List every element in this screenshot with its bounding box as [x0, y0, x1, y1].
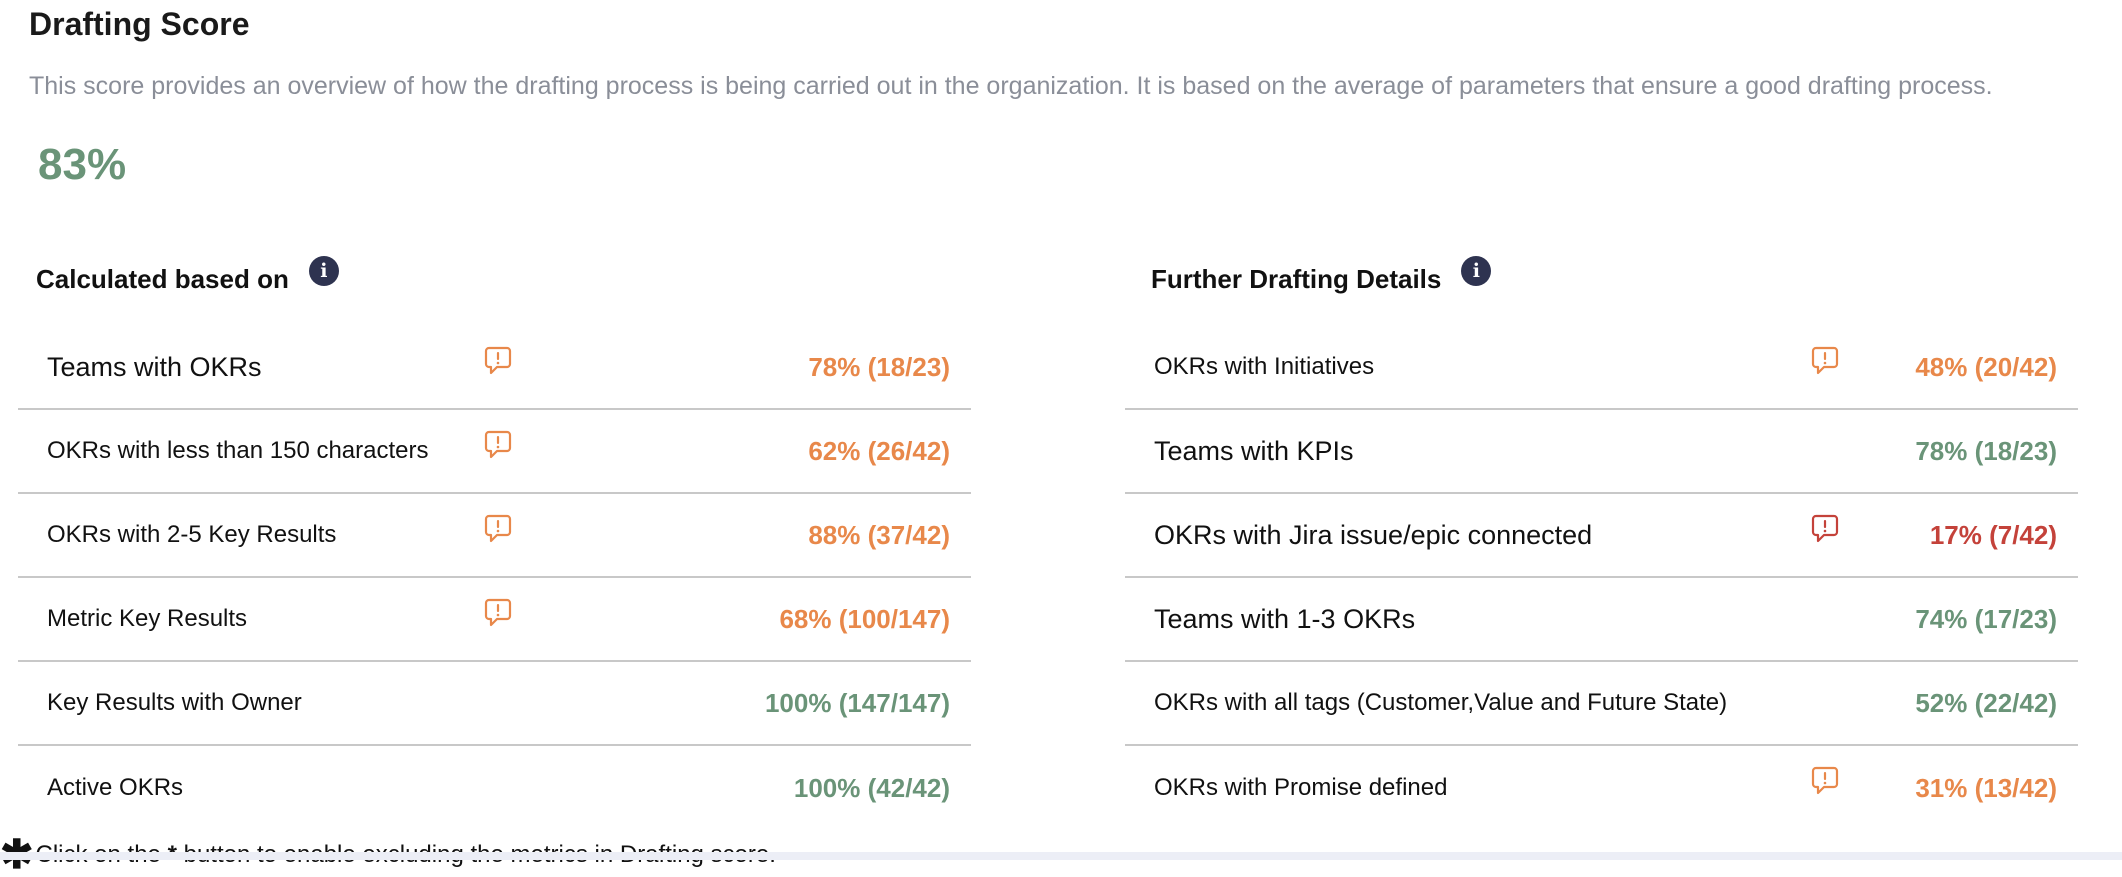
metric-label: Teams with OKRs [47, 351, 262, 382]
section-header: Calculated based on i [18, 254, 971, 304]
bottom-bar [0, 852, 2122, 860]
metric-row: OKRs with Promise defined 31% (13/42) [1125, 746, 2078, 830]
metric-row: Teams with OKRs 78% (18/23) [18, 326, 971, 410]
metric-value: 100% (147/147) [764, 687, 950, 718]
metric-value: 52% (22/42) [1915, 687, 2057, 718]
metric-row: OKRs with less than 150 characters 62% (2… [18, 410, 971, 494]
metric-row: Key Results with Owner 100% (147/147) [18, 662, 971, 746]
section-title: Calculated based on [36, 263, 289, 294]
metric-label: OKRs with all tags (Customer,Value and F… [1154, 689, 1728, 716]
info-icon[interactable]: i [1461, 256, 1492, 286]
metrics-list: Teams with OKRs 78% (18/23) OKRs with less… [18, 326, 971, 830]
metric-label: Teams with 1-3 OKRs [1154, 603, 1416, 634]
metric-row: Teams with 1-3 OKRs 74% (17/23) [1125, 578, 2078, 662]
metric-label: Teams with KPIs [1154, 435, 1354, 466]
metric-label: OKRs with Initiatives [1154, 353, 1375, 380]
metric-label: OKRs with Promise defined [1154, 774, 1448, 801]
comment-alert-icon[interactable] [484, 598, 512, 628]
metric-value: 88% (37/42) [808, 519, 950, 550]
metric-label: OKRs with Jira issue/epic connected [1154, 519, 1593, 550]
comment-alert-icon[interactable] [484, 346, 512, 376]
metric-label: Metric Key Results [47, 605, 248, 632]
metric-value: 78% (18/23) [808, 351, 950, 382]
section-header: Further Drafting Details i [1125, 254, 2078, 304]
comment-alert-icon[interactable] [484, 514, 512, 544]
section-title: Further Drafting Details [1151, 263, 1442, 294]
further-drafting-details-section: Further Drafting Details i OKRs with Ini… [1125, 254, 2078, 830]
comment-alert-icon[interactable] [1811, 514, 1839, 544]
comment-alert-icon[interactable] [484, 430, 512, 460]
metric-row: OKRs with Initiatives 48% (20/42) [1125, 326, 2078, 410]
metric-row: Active OKRs 100% (42/42) [18, 746, 971, 830]
metric-row: OKRs with 2-5 Key Results 88% (37/42) [18, 494, 971, 578]
metric-row: Teams with KPIs 78% (18/23) [1125, 410, 2078, 494]
drafting-score-value: 83% [38, 140, 127, 189]
metric-label: OKRs with less than 150 characters [47, 437, 429, 464]
footer-note: ✱Click on the * button to enable excludi… [0, 826, 776, 877]
calculated-based-on-section: Calculated based on i Teams with OKRs 78%… [18, 254, 971, 830]
score-description: This score provides an overview of how t… [29, 72, 1993, 100]
metric-value: 48% (20/42) [1915, 351, 2057, 382]
metric-value: 31% (13/42) [1915, 772, 2057, 803]
comment-alert-icon[interactable] [1811, 346, 1839, 376]
metric-value: 74% (17/23) [1915, 603, 2057, 634]
metric-label: OKRs with 2-5 Key Results [47, 521, 337, 548]
metric-value: 100% (42/42) [793, 772, 950, 803]
metric-row: OKRs with all tags (Customer,Value and F… [1125, 662, 2078, 746]
metric-label: Active OKRs [47, 774, 184, 801]
comment-alert-icon[interactable] [1811, 766, 1839, 796]
page-title: Drafting Score [29, 6, 250, 42]
metric-label: Key Results with Owner [47, 689, 302, 716]
metric-value: 68% (100/147) [779, 603, 950, 634]
metric-row: Metric Key Results 68% (100/147) [18, 578, 971, 662]
info-icon[interactable]: i [308, 256, 339, 286]
metrics-list: OKRs with Initiatives 48% (20/42) Teams wi… [1125, 326, 2078, 830]
metric-value: 17% (7/42) [1929, 519, 2057, 550]
metric-value: 78% (18/23) [1915, 435, 2057, 466]
metric-value: 62% (26/42) [808, 435, 950, 466]
metric-row: OKRs with Jira issue/epic connected 17% (… [1125, 494, 2078, 578]
